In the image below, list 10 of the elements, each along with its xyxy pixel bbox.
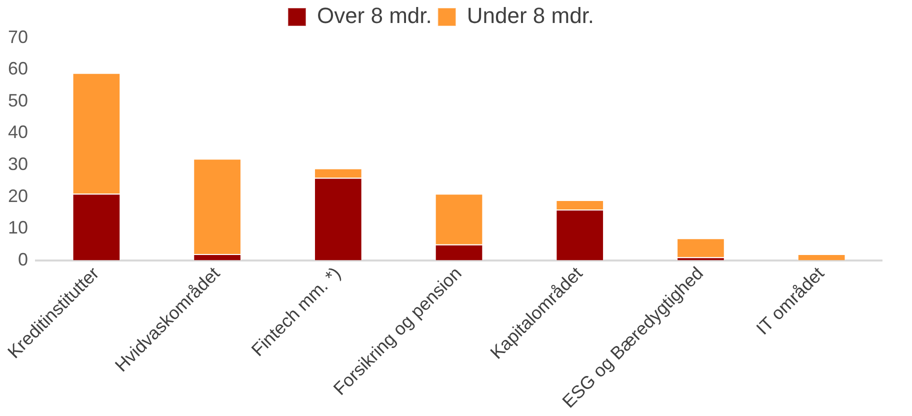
y-tick-label: 40 [8,122,28,142]
legend-label: Under 8 mdr. [466,3,594,28]
y-tick-label: 60 [8,58,28,79]
y-tick-label: 70 [8,26,28,47]
y-tick-label: 0 [18,249,28,270]
y-tick-label: 10 [8,218,28,238]
y-tick-label: 50 [8,90,28,110]
y-tick-label: 30 [8,154,28,174]
y-tick-label: 20 [8,186,28,206]
legend-label: Over 8 mdr. [316,3,432,28]
